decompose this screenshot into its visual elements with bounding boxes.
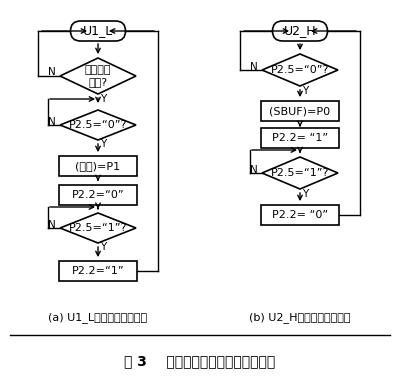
Text: (a) U1_L传送数据流程框图: (a) U1_L传送数据流程框图 [48, 313, 148, 324]
Text: N: N [48, 220, 56, 230]
Bar [59, 261, 137, 281]
Text: P2.2=“1”: P2.2=“1” [72, 266, 124, 276]
Text: P2.5=“1”?: P2.5=“1”? [69, 223, 127, 233]
Text: (b) U2_H接收数据流程框图: (b) U2_H接收数据流程框图 [249, 313, 351, 324]
Text: 图 3    单片机间单向数据传送流程图: 图 3 单片机间单向数据传送流程图 [124, 354, 276, 368]
FancyBboxPatch shape [272, 21, 328, 41]
Text: 有新数据
待传?: 有新数据 待传? [85, 65, 111, 87]
Text: P2.5=“0”?: P2.5=“0”? [271, 65, 329, 75]
Text: P2.2=“0”: P2.2=“0” [72, 190, 124, 200]
Polygon shape [262, 54, 338, 86]
Text: N: N [250, 165, 258, 175]
Bar [261, 205, 339, 225]
Polygon shape [60, 58, 136, 94]
Polygon shape [262, 157, 338, 189]
Text: Y: Y [302, 86, 308, 96]
Text: Y: Y [100, 242, 106, 252]
Text: Y: Y [302, 189, 308, 199]
Text: Y: Y [100, 94, 106, 104]
Text: (数据)=P1: (数据)=P1 [76, 161, 120, 171]
Text: N: N [250, 62, 258, 72]
Text: P2.5=“0”?: P2.5=“0”? [69, 120, 127, 130]
Bar [261, 128, 339, 148]
Text: P2.5=“1”?: P2.5=“1”? [271, 168, 329, 178]
FancyBboxPatch shape [70, 21, 126, 41]
Text: N: N [48, 117, 56, 127]
Polygon shape [60, 110, 136, 140]
Bar [59, 156, 137, 176]
Text: (SBUF)=P0: (SBUF)=P0 [270, 106, 330, 116]
Text: N: N [48, 67, 56, 77]
Bar [261, 101, 339, 121]
Text: U2_H: U2_H [284, 25, 316, 38]
Polygon shape [60, 213, 136, 243]
Text: U1_L: U1_L [83, 25, 113, 38]
Text: Y: Y [100, 139, 106, 149]
Text: P2.2= “1”: P2.2= “1” [272, 133, 328, 143]
Text: P2.2= “0”: P2.2= “0” [272, 210, 328, 220]
Bar [59, 185, 137, 205]
